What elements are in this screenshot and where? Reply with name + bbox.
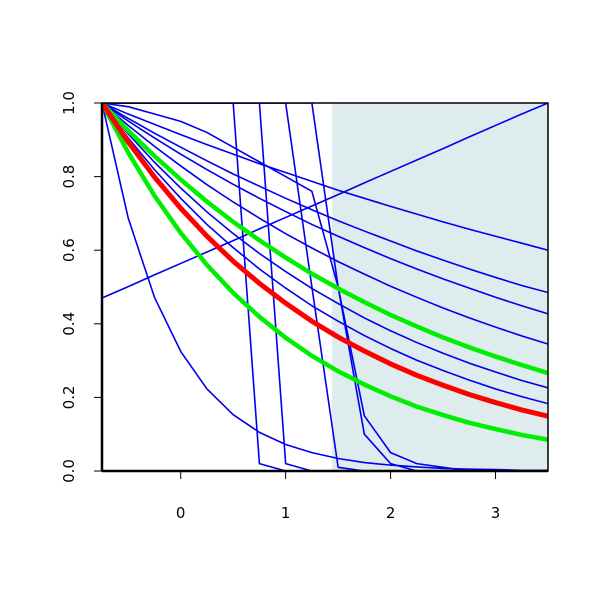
- series-line: [102, 103, 548, 294]
- series-line: [102, 103, 548, 376]
- series-line: [102, 103, 548, 471]
- x-tick-label: 3: [491, 504, 501, 522]
- line-layer: [102, 103, 548, 471]
- series-line: [102, 103, 548, 405]
- series-line: [102, 103, 548, 442]
- series-line: [102, 103, 548, 419]
- x-tick-label: 1: [281, 504, 291, 522]
- y-tick-label: 0.8: [60, 165, 78, 189]
- series-line: [102, 103, 548, 251]
- y-tick-label: 0.4: [60, 312, 78, 336]
- series-line: [102, 103, 548, 345]
- y-tick-label: 0.6: [60, 238, 78, 262]
- x-tick-label: 0: [176, 504, 186, 522]
- series-line: [102, 103, 548, 471]
- y-tick-label: 0.2: [60, 385, 78, 409]
- series-line: [102, 103, 548, 471]
- y-tick-label: 0.0: [60, 459, 78, 483]
- axis-layer: 0 1 2 3 0.0 0.2 0.4 0.6 0.8 1.0: [60, 91, 549, 522]
- y-tick-label: 1.0: [60, 91, 78, 115]
- series-line: [102, 103, 548, 315]
- series-line: [102, 103, 548, 471]
- series-line: [102, 103, 548, 389]
- x-tick-label: 2: [386, 504, 396, 522]
